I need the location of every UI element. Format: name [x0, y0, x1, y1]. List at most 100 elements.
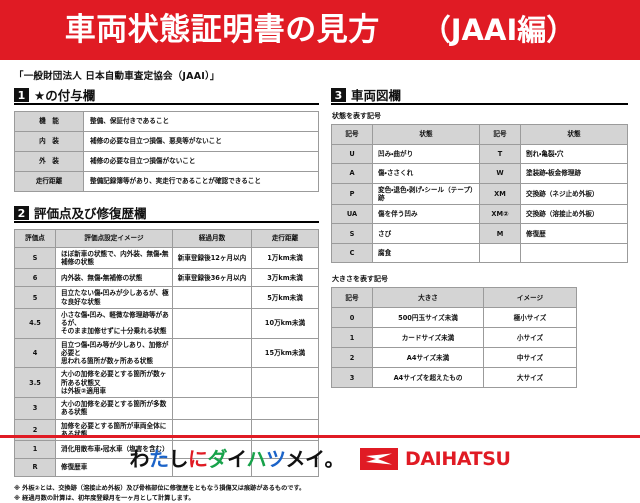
state-symbol-right	[479, 242, 521, 264]
star-criteria-row: 内 装補修の必要な目立つ損傷、悪臭等がないこと	[14, 131, 319, 152]
size-symbol-cell: 2	[331, 347, 373, 369]
evaluation-score-cell: 4.5	[14, 307, 56, 339]
evaluation-distance-cell: 1万km未満	[251, 246, 319, 270]
daihatsu-logo: DAIHATSU	[359, 448, 511, 470]
evaluation-row: 4.5 小さな傷・凹み、軽微な修理跡等があるが、 そのまま加修せずに十分乗れる状態 1…	[14, 307, 319, 339]
size-size-cell: A4サイズを超えたもの	[372, 367, 484, 389]
tagline-char-6: ハ	[246, 447, 266, 471]
footer-divider	[0, 435, 640, 438]
state-desc-right: 交換跡（溶接止め外板）	[520, 203, 628, 225]
tagline-char-10: 。	[324, 447, 344, 471]
size-image-cell: 小サイズ	[483, 327, 577, 349]
evaluation-row: 6 内外装、無傷・無補修の状態 新車登録後36ヶ月以内 3万km未満	[14, 268, 319, 288]
size-symbols-row: 0 500円玉サイズ未満 極小サイズ	[331, 307, 577, 329]
evaluation-distance-cell: 3万km未満	[251, 268, 319, 288]
brand-tagline: わたしにダイハツメイ。	[129, 449, 344, 469]
section-3-title: 車両図欄	[351, 87, 402, 103]
evaluation-header-cell: 評価点	[14, 229, 56, 248]
size-image-cell: 極小サイズ	[483, 307, 577, 329]
tagline-char-8: メ	[285, 447, 305, 471]
state-symbol-left: S	[331, 223, 373, 244]
state-symbol-right: W	[479, 163, 521, 184]
size-symbols-row: 2 A4サイズ未満 中サイズ	[331, 347, 577, 369]
star-criteria-value: 整備記録簿等があり、実走行であることが確認できること	[83, 171, 319, 192]
tagline-char-3: に	[187, 447, 208, 471]
daihatsu-mark-icon	[359, 448, 398, 470]
evaluation-distance-cell	[251, 397, 319, 420]
size-size-cell: カードサイズ未満	[372, 327, 484, 349]
evaluation-score-cell: 3	[14, 397, 56, 420]
state-desc-left: 腐食	[372, 242, 480, 264]
state-desc-left: 傷を伴う凹み	[372, 203, 480, 225]
evaluation-row: 3.5 大小の加修を必要とする箇所が数ヶ所ある状態又 は外板②適用車	[14, 367, 319, 399]
evaluation-image-cell: 目立たない傷・凹みが少しあるが、極な良好な状態	[55, 286, 173, 309]
size-image-cell: 中サイズ	[483, 347, 577, 369]
state-symbol-left: UA	[331, 203, 373, 225]
evaluation-months-cell: 新車登録後36ヶ月以内	[172, 268, 252, 288]
evaluation-image-cell: 小さな傷・凹み、軽微な修理跡等があるが、 そのまま加修せずに十分乗れる状態	[55, 307, 173, 339]
size-symbols-label: 大きさを表す記号	[332, 275, 388, 284]
evaluation-row: 2 加修を必要とする箇所が車両全体にある状態	[14, 418, 319, 441]
evaluation-months-cell	[172, 307, 252, 339]
state-symbols-row: A 傷・ささくれ W 塗装跡・板金修理跡	[331, 163, 628, 184]
state-symbol-left: P	[331, 182, 373, 205]
footer: わたしにダイハツメイ。 DAIHATSU	[0, 438, 640, 480]
size-symbols-header-cell: 記号	[331, 287, 373, 309]
section-3-number: 3	[331, 88, 346, 102]
tagline-char-2: し	[168, 447, 188, 471]
section-2-title: 評価点及び修復歴欄	[34, 205, 147, 221]
section-3-header: 3 車両図欄	[331, 88, 628, 105]
evaluation-row: S ほぼ新車の状態で、内外装、無傷・無補修の状態 新車登録後12ヶ月以内 1万km未満	[14, 246, 319, 270]
evaluation-image-cell: 目立つ傷・凹み等が少しあり、加修が必要と 思われる箇所が数ヶ所ある状態	[55, 337, 173, 369]
state-symbol-right: T	[479, 143, 521, 164]
state-symbol-right: M	[479, 223, 521, 244]
state-desc-right: 交換跡（ネジ止め外板）	[520, 182, 628, 205]
size-image-cell: 大サイズ	[483, 367, 577, 389]
page-title-suffix: （JAAI編）	[421, 12, 576, 47]
section-1-header: 1 ★の付与欄	[14, 88, 319, 105]
evaluation-header-cell: 走行距離	[251, 229, 319, 248]
evaluation-distance-cell	[251, 457, 319, 477]
size-size-cell: A4サイズ未満	[372, 347, 484, 369]
evaluation-score-cell: 4	[14, 337, 56, 369]
footnote-1: ※ 外板②とは、交換跡（溶接止め外板）及び骨格部位に修復歴をともなう損傷又は痕跡…	[14, 484, 306, 492]
evaluation-image-cell: 大小の加修を必要とする箇所が多数ある状態	[55, 397, 173, 420]
state-desc-right: 修復歴	[520, 223, 628, 244]
left-column: 1 ★の付与欄 機 能整備、保証付きであること内 装補修の必要な目立つ損傷、悪臭…	[14, 88, 319, 503]
footnotes: ※ 外板②とは、交換跡（溶接止め外板）及び骨格部位に修復歴をともなう損傷又は痕跡…	[14, 484, 319, 503]
size-symbols-row: 1 カードサイズ未満 小サイズ	[331, 327, 577, 349]
state-symbols-row: U 凹み・曲がり T 割れ・亀裂・穴	[331, 143, 628, 164]
evaluation-row: 4 目立つ傷・凹み等が少しあり、加修が必要と 思われる箇所が数ヶ所ある状態 15万km…	[14, 337, 319, 369]
size-symbol-cell: 3	[331, 367, 373, 389]
evaluation-image-cell: 内外装、無傷・無補修の状態	[55, 268, 173, 288]
evaluation-row: 5 目立たない傷・凹みが少しあるが、極な良好な状態 5万km未満	[14, 286, 319, 309]
section-1-number: 1	[14, 88, 29, 102]
evaluation-score-cell: 1	[14, 439, 56, 459]
state-symbol-left: C	[331, 242, 373, 264]
section-2-header: 2 評価点及び修復歴欄	[14, 206, 319, 223]
state-symbols-header-cell: 記号	[479, 124, 521, 145]
evaluation-score-cell: 6	[14, 268, 56, 288]
state-symbols-header-row: 記号 状態 記号 状態	[331, 124, 628, 145]
state-symbols-header-cell: 状態	[520, 124, 628, 145]
state-desc-right: 割れ・亀裂・穴	[520, 143, 628, 164]
star-criteria-key: 外 装	[14, 151, 84, 172]
evaluation-score-cell: 3.5	[14, 367, 56, 399]
state-desc-right: 塗装跡・板金修理跡	[520, 163, 628, 184]
state-symbol-left: A	[331, 163, 373, 184]
evaluation-header-row: 評価点 評価点設定イメージ 経過月数 走行距離	[14, 229, 319, 248]
page-title-banner: 車両状態証明書の見方 （JAAI編）	[0, 0, 640, 60]
state-symbols-row: P 変色・退色・剥げ・シール（テープ）跡 XM 交換跡（ネジ止め外板）	[331, 182, 628, 205]
star-criteria-row: 外 装補修の必要な目立つ損傷がないこと	[14, 151, 319, 172]
section-1-title: ★の付与欄	[34, 87, 96, 103]
evaluation-months-cell	[172, 286, 252, 309]
state-symbol-right: XM	[479, 182, 521, 205]
evaluation-image-cell: 大小の加修を必要とする箇所が数ヶ所ある状態又 は外板②適用車	[55, 367, 173, 399]
state-desc-left: 変色・退色・剥げ・シール（テープ）跡	[372, 182, 480, 205]
section-2-number: 2	[14, 206, 29, 220]
size-symbols-header-cell: イメージ	[483, 287, 577, 309]
state-symbols-row: UA 傷を伴う凹み XM② 交換跡（溶接止め外板）	[331, 203, 628, 225]
state-symbol-left: U	[331, 143, 373, 164]
tagline-char-1: た	[148, 447, 169, 471]
state-symbols-row: C 腐食	[331, 242, 628, 264]
